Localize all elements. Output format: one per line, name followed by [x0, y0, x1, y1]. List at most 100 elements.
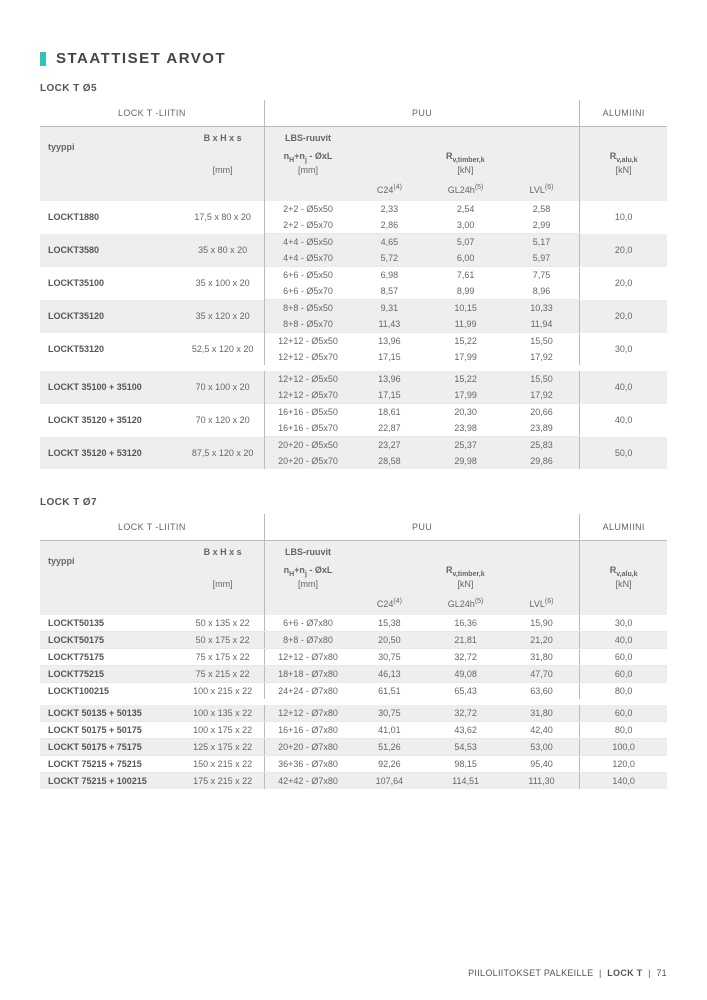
- cell-type: LOCKT100215: [40, 683, 182, 700]
- cell-screw: 16+16 - Ø7x80: [264, 722, 351, 739]
- footer-mid: LOCK T: [607, 968, 642, 978]
- cell-c24: 15,38: [351, 615, 427, 632]
- hdr-alumiini: ALUMIINI: [580, 100, 667, 127]
- cell-lvl: 47,70: [504, 666, 580, 683]
- cell-alu: 40,0: [580, 632, 667, 649]
- cell-screw: 6+6 - Ø7x80: [264, 615, 351, 632]
- cell-screw: 12+12 - Ø5x50: [264, 333, 351, 350]
- cell-alu: 100,0: [580, 739, 667, 756]
- cell-c24: 11,43: [351, 316, 427, 333]
- hdr2-puu: PUU: [264, 514, 580, 541]
- cell-alu: 80,0: [580, 722, 667, 739]
- cell-c24: 41,01: [351, 722, 427, 739]
- cell-lvl: 2,99: [504, 217, 580, 234]
- cell-lvl: 7,75: [504, 267, 580, 284]
- cell-lvl: 15,50: [504, 371, 580, 387]
- cell-lvl: 20,66: [504, 404, 580, 421]
- cell-gl24h: 65,43: [427, 683, 503, 700]
- cell-gl24h: 15,22: [427, 333, 503, 350]
- cell-lvl: 25,83: [504, 437, 580, 454]
- hdr-tyyppi: tyyppi: [40, 127, 182, 164]
- cell-alu: 20,0: [580, 267, 667, 300]
- cell-alu: 40,0: [580, 371, 667, 404]
- cell-c24: 2,86: [351, 217, 427, 234]
- cell-type: LOCKT50175: [40, 632, 182, 649]
- table-row: LOCKT 50175 + 75175125 x 175 x 2220+20 -…: [40, 739, 667, 756]
- cell-screw: 6+6 - Ø5x50: [264, 267, 351, 284]
- heading-text: STAATTISET ARVOT: [56, 50, 226, 67]
- cell-lvl: 15,90: [504, 615, 580, 632]
- cell-alu: 40,0: [580, 404, 667, 437]
- hdr-rv: [351, 127, 580, 146]
- cell-type: LOCKT 35100 + 35100: [40, 371, 182, 404]
- cell-screw: 12+12 - Ø5x70: [264, 349, 351, 365]
- cell-gl24h: 32,72: [427, 649, 503, 666]
- hdr-kn1: [kN]: [351, 163, 580, 181]
- cell-screw: 2+2 - Ø5x70: [264, 217, 351, 234]
- cell-screw: 12+12 - Ø7x80: [264, 649, 351, 666]
- cell-lvl: 15,50: [504, 333, 580, 350]
- cell-gl24h: 5,07: [427, 234, 503, 251]
- cell-gl24h: 43,62: [427, 722, 503, 739]
- cell-lvl: 5,17: [504, 234, 580, 251]
- hdr-c24: C24(4): [351, 181, 427, 201]
- hdr2-alumiini: ALUMIINI: [580, 514, 667, 541]
- cell-type: LOCKT 50135 + 50135: [40, 705, 182, 722]
- table-row: LOCKT3510035 x 100 x 206+6 - Ø5x506,987,…: [40, 267, 667, 284]
- table-row: LOCKT7521575 x 215 x 2218+18 - Ø7x8046,1…: [40, 666, 667, 683]
- cell-c24: 5,72: [351, 250, 427, 267]
- page-footer: PIILOLIITOKSET PALKEILLE | LOCK T | 71: [468, 968, 667, 978]
- cell-dim: 52,5 x 120 x 20: [182, 333, 265, 366]
- cell-type: LOCKT 50175 + 75175: [40, 739, 182, 756]
- cell-type: LOCKT3580: [40, 234, 182, 267]
- hdr-rv-lbl: Rv,timber,k: [351, 145, 580, 163]
- hdr-lbs: LBS-ruuvit: [264, 127, 351, 146]
- cell-lvl: 42,40: [504, 722, 580, 739]
- cell-gl24h: 17,99: [427, 349, 503, 365]
- cell-screw: 12+12 - Ø5x50: [264, 371, 351, 387]
- cell-screw: 20+20 - Ø5x70: [264, 453, 351, 469]
- cell-lvl: 29,86: [504, 453, 580, 469]
- cell-lvl: 95,40: [504, 756, 580, 773]
- cell-screw: 16+16 - Ø5x70: [264, 420, 351, 437]
- cell-c24: 46,13: [351, 666, 427, 683]
- cell-c24: 17,15: [351, 349, 427, 365]
- section-mark: [40, 52, 46, 66]
- table-row: LOCKT 75215 + 75215150 x 215 x 2236+36 -…: [40, 756, 667, 773]
- table-row: LOCKT 50135 + 50135100 x 135 x 2212+12 -…: [40, 705, 667, 722]
- cell-c24: 51,26: [351, 739, 427, 756]
- cell-screw: 4+4 - Ø5x50: [264, 234, 351, 251]
- cell-alu: 20,0: [580, 300, 667, 333]
- cell-lvl: 2,58: [504, 201, 580, 217]
- hdr-mm2: [mm]: [264, 163, 351, 181]
- cell-screw: 8+8 - Ø5x70: [264, 316, 351, 333]
- cell-lvl: 31,80: [504, 649, 580, 666]
- cell-alu: 10,0: [580, 201, 667, 234]
- cell-screw: 42+42 - Ø7x80: [264, 773, 351, 790]
- cell-alu: 30,0: [580, 333, 667, 366]
- cell-c24: 61,51: [351, 683, 427, 700]
- subheading-1: LOCK T Ø5: [40, 83, 667, 94]
- cell-gl24h: 3,00: [427, 217, 503, 234]
- cell-dim: 35 x 100 x 20: [182, 267, 265, 300]
- cell-dim: 75 x 175 x 22: [182, 649, 265, 666]
- cell-alu: 30,0: [580, 615, 667, 632]
- cell-dim: 100 x 135 x 22: [182, 705, 265, 722]
- cell-lvl: 5,97: [504, 250, 580, 267]
- cell-dim: 175 x 215 x 22: [182, 773, 265, 790]
- cell-lvl: 21,20: [504, 632, 580, 649]
- cell-dim: 50 x 175 x 22: [182, 632, 265, 649]
- cell-gl24h: 6,00: [427, 250, 503, 267]
- cell-screw: 18+18 - Ø7x80: [264, 666, 351, 683]
- hdr-kn2: [kN]: [580, 163, 667, 181]
- cell-lvl: 8,96: [504, 283, 580, 300]
- cell-type: LOCKT53120: [40, 333, 182, 366]
- cell-screw: 16+16 - Ø5x50: [264, 404, 351, 421]
- cell-lvl: 17,92: [504, 387, 580, 404]
- cell-lvl: 53,00: [504, 739, 580, 756]
- section-title: STAATTISET ARVOT: [40, 50, 667, 67]
- cell-gl24h: 20,30: [427, 404, 503, 421]
- table-row: LOCKT5312052,5 x 120 x 2012+12 - Ø5x5013…: [40, 333, 667, 350]
- cell-type: LOCKT 50175 + 50175: [40, 722, 182, 739]
- cell-screw: 4+4 - Ø5x70: [264, 250, 351, 267]
